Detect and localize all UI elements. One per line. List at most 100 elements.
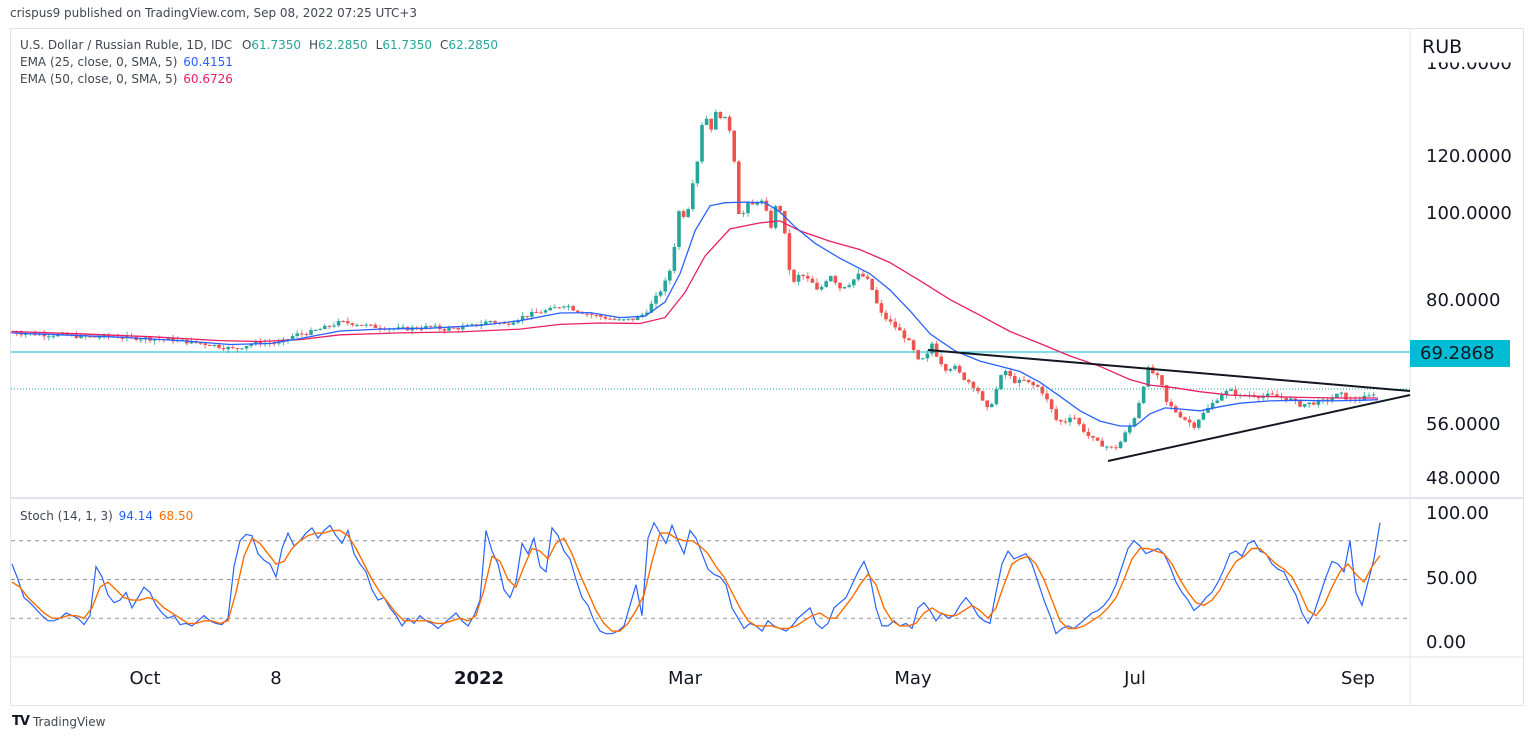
candle-body (783, 210, 787, 234)
candle-body (208, 345, 212, 347)
candle-body (957, 365, 962, 373)
candle-body (691, 183, 695, 210)
candle-body (1192, 422, 1196, 428)
candle-body (1210, 403, 1215, 408)
candle-body (672, 246, 677, 271)
candle-body (488, 321, 493, 323)
candle-body (626, 318, 631, 320)
candle-body (796, 274, 801, 282)
ohlc-o: O61.7350 (241, 38, 302, 52)
candle-body (456, 327, 460, 330)
candle-body (1059, 419, 1063, 422)
candle-body (1266, 393, 1270, 396)
candle-body (346, 321, 350, 324)
candle-body (1367, 395, 1371, 397)
candle-body (166, 337, 171, 340)
price-tick: 56.0000 (1426, 414, 1501, 435)
candle-body (746, 202, 750, 214)
candle-body (898, 327, 902, 331)
stoch-tick: 50.00 (1426, 568, 1478, 589)
candle-body (1224, 390, 1229, 395)
candle-body (865, 276, 870, 279)
candle-body (419, 328, 424, 330)
candle-body (778, 206, 782, 211)
candle-body (925, 353, 930, 359)
time-tick: Mar (668, 668, 702, 689)
candle-body (1049, 399, 1054, 410)
candle-body (442, 328, 447, 331)
candle-body (654, 295, 658, 304)
ema50-legend[interactable]: EMA (50, close, 0, SMA, 5) 60.6726 (20, 72, 233, 86)
candle-body (520, 316, 525, 321)
candle-body (277, 342, 281, 344)
candle-body (769, 210, 773, 228)
candle-body (718, 112, 723, 119)
candle-body (916, 350, 920, 360)
candle-body (1063, 421, 1068, 423)
candle-body (300, 333, 304, 335)
candle-body (829, 276, 833, 282)
candle-body (1284, 397, 1288, 401)
ema50-value: 60.6726 (183, 72, 233, 86)
candle-body (47, 336, 51, 338)
candle-body (755, 201, 759, 205)
stoch-d-value: 68.50 (158, 509, 194, 523)
candle-body (810, 278, 815, 283)
candle-body (1312, 402, 1316, 405)
tradingview-footer[interactable]: TV TradingView (12, 714, 105, 729)
candle-body (668, 270, 672, 281)
candle-body (1187, 419, 1192, 423)
candle-body (525, 316, 529, 318)
candle-body (42, 334, 46, 337)
candle-body (1082, 424, 1086, 432)
candle-body (249, 344, 253, 346)
candle-body (764, 200, 769, 211)
candle-body (304, 333, 309, 335)
stoch-legend[interactable]: Stoch (14, 1, 3) 94.14 68.50 (20, 509, 193, 523)
candle-body (723, 116, 727, 119)
candle-body (65, 333, 69, 336)
candle-body (152, 339, 157, 341)
candle-body (221, 347, 226, 350)
candle-body (861, 273, 865, 277)
ema25-label: EMA (25, close, 0, SMA, 5) (20, 55, 178, 69)
candle-body (120, 337, 125, 339)
candle-body (203, 343, 207, 346)
ema25-legend[interactable]: EMA (25, close, 0, SMA, 5) 60.4151 (20, 55, 233, 69)
candle-body (930, 343, 934, 354)
candle-body (484, 321, 488, 325)
candle-body (1178, 412, 1183, 418)
candle-body (1229, 389, 1233, 391)
candle-body (341, 320, 345, 322)
candle-body (852, 279, 856, 286)
candle-body (1220, 394, 1224, 401)
candle-body (1054, 409, 1058, 420)
candle-body (792, 269, 796, 282)
candle-body (290, 335, 295, 340)
candle-body (1146, 367, 1150, 387)
candle-body (1105, 446, 1109, 448)
price-tick: 160.0000 (1426, 53, 1512, 74)
candle-body (19, 333, 23, 335)
candle-body (1072, 417, 1077, 419)
candle-body (838, 282, 842, 289)
candle-body (1086, 431, 1091, 436)
candle-body (884, 312, 888, 320)
candle-body (944, 364, 948, 371)
candle-body (635, 316, 640, 321)
candle-body (60, 333, 65, 335)
candle-body (815, 282, 819, 290)
stoch-k-line (11, 521, 1381, 635)
candle-body (451, 327, 456, 329)
time-tick: Sep (1341, 668, 1375, 689)
candle-body (1118, 441, 1123, 449)
candle-body (663, 280, 667, 292)
candle-body (911, 340, 916, 351)
candle-body (893, 321, 897, 328)
candle-body (1289, 398, 1293, 401)
trendline-lower (1107, 394, 1411, 462)
candle-body (424, 325, 428, 329)
candle-body (1114, 447, 1118, 449)
candle-body (1206, 407, 1210, 413)
